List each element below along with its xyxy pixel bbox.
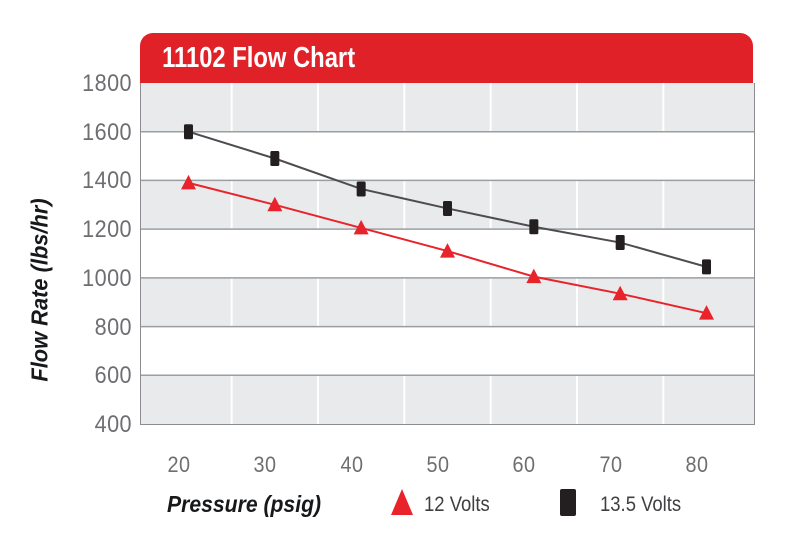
triangle-marker xyxy=(699,305,715,320)
triangle-marker xyxy=(353,219,369,235)
y-tick-label: 1800 xyxy=(82,70,132,97)
triangle-marker xyxy=(440,243,455,258)
x-tick-label: 30 xyxy=(253,452,277,477)
y-tick-label: 1400 xyxy=(82,167,132,195)
x-tick-label: 40 xyxy=(340,452,363,477)
y-tick-label: 1200 xyxy=(82,216,132,244)
square-marker xyxy=(356,181,366,197)
y-axis-title: Flow Rate (lbs/hr) xyxy=(26,198,53,382)
chart-title: 11102 Flow Chart xyxy=(162,42,356,74)
square-marker xyxy=(529,219,539,235)
square-marker xyxy=(183,124,193,140)
x-tick-label: 80 xyxy=(685,452,709,477)
y-tick-label: 1600 xyxy=(82,118,132,146)
x-tick-label: 50 xyxy=(426,452,450,477)
x-axis-title: Pressure (psig) xyxy=(167,491,322,517)
x-tick-label: 20 xyxy=(167,452,191,477)
square-marker xyxy=(615,235,625,251)
legend-square-icon xyxy=(560,489,576,516)
y-tick-label: 600 xyxy=(94,362,132,390)
triangle-marker xyxy=(526,268,542,284)
triangle-marker xyxy=(180,174,196,190)
square-marker xyxy=(702,259,712,275)
triangle-marker xyxy=(267,196,283,212)
legend-label-13-5-volts: 13.5 Volts xyxy=(600,493,682,516)
plot-area xyxy=(140,83,755,425)
y-tick-label: 400 xyxy=(94,411,132,438)
y-tick-label: 800 xyxy=(94,313,132,341)
chart-header-bar: 11102 Flow Chart xyxy=(140,33,753,83)
chart-canvas xyxy=(141,83,754,424)
triangle-marker xyxy=(612,285,628,301)
legend-triangle-icon xyxy=(391,489,413,515)
x-tick-label: 70 xyxy=(599,452,622,477)
y-tick-label: 1000 xyxy=(82,264,132,292)
square-marker xyxy=(270,151,280,167)
x-tick-label: 60 xyxy=(512,452,536,477)
square-marker xyxy=(443,200,452,216)
legend-label-12-volts: 12 Volts xyxy=(424,493,490,516)
